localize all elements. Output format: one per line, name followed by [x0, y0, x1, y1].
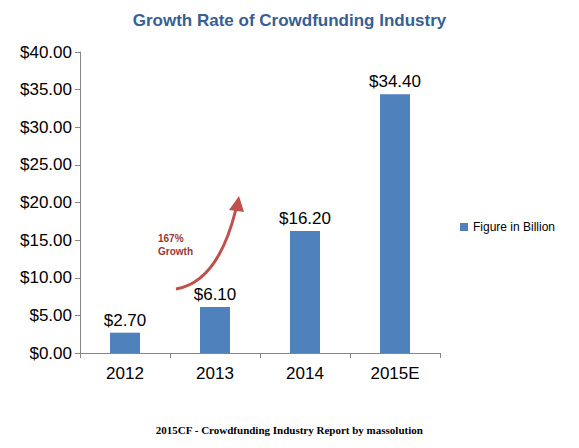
svg-text:$15.00: $15.00: [20, 231, 72, 250]
svg-text:$10.00: $10.00: [20, 268, 72, 287]
svg-text:2012: 2012: [106, 364, 144, 383]
svg-text:$20.00: $20.00: [20, 193, 72, 212]
svg-text:167%: 167%: [158, 233, 184, 244]
svg-text:Growth Rate of Crowdfunding In: Growth Rate of Crowdfunding Industry: [133, 11, 447, 30]
svg-text:$16.20: $16.20: [279, 209, 331, 228]
svg-text:2015E: 2015E: [370, 364, 419, 383]
svg-text:2013: 2013: [196, 364, 234, 383]
svg-text:$5.00: $5.00: [29, 306, 72, 325]
svg-text:$40.00: $40.00: [20, 43, 72, 62]
svg-text:$25.00: $25.00: [20, 155, 72, 174]
svg-text:$34.40: $34.40: [369, 72, 421, 91]
svg-text:$6.10: $6.10: [194, 285, 237, 304]
svg-text:$35.00: $35.00: [20, 80, 72, 99]
svg-text:2014: 2014: [286, 364, 324, 383]
svg-text:2015CF - Crowdfunding Industry: 2015CF - Crowdfunding Industry Report by…: [156, 424, 423, 436]
svg-text:$2.70: $2.70: [104, 311, 147, 330]
svg-text:Growth: Growth: [158, 246, 193, 257]
svg-text:$30.00: $30.00: [20, 118, 72, 137]
svg-text:$0.00: $0.00: [29, 344, 72, 363]
svg-text:Figure in Billion: Figure in Billion: [473, 220, 555, 234]
